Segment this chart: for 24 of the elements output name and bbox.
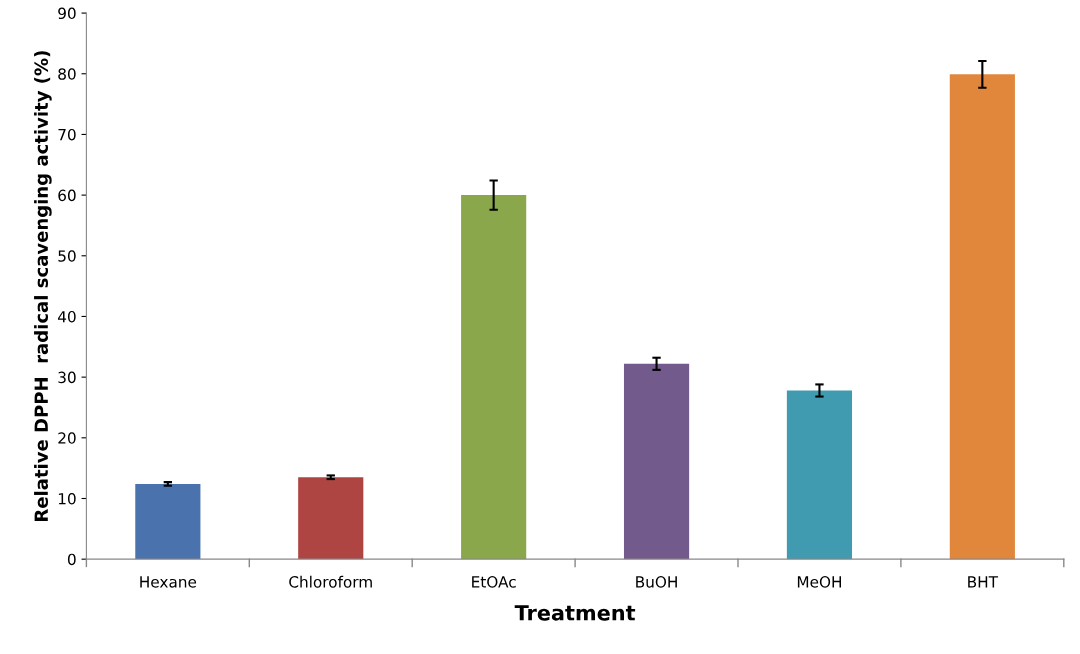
y-tick-label: 0 [67, 553, 76, 566]
x-tick-label: MeOH [797, 576, 841, 588]
x-tick-label: BHT [968, 576, 999, 588]
bar [949, 74, 1015, 560]
y-axis-title: Relative DPPH radical scavenging activity (%) [34, 51, 52, 521]
x-tick-label: BuOH [636, 576, 677, 588]
x-axis-title: Treatment [514, 605, 636, 621]
bar [298, 477, 364, 560]
y-tick-label: 90 [58, 7, 76, 20]
y-tick-label: 40 [57, 310, 76, 323]
bar [461, 195, 527, 560]
y-tick-label: 30 [58, 371, 76, 384]
y-tick-label: 70 [58, 128, 76, 141]
x-tick-label: Chloroform [289, 575, 372, 588]
bar [786, 390, 853, 560]
y-tick-label: 60 [58, 189, 76, 202]
bar [623, 363, 690, 560]
bar [135, 483, 201, 560]
y-tick-label: 50 [58, 250, 76, 262]
x-tick-label: EtOAc [472, 576, 516, 588]
y-tick-label: 80 [58, 68, 76, 80]
y-tick-label: 20 [58, 432, 76, 444]
x-tick-label: Hexane [140, 576, 197, 588]
y-tick-label: 10 [58, 492, 76, 505]
